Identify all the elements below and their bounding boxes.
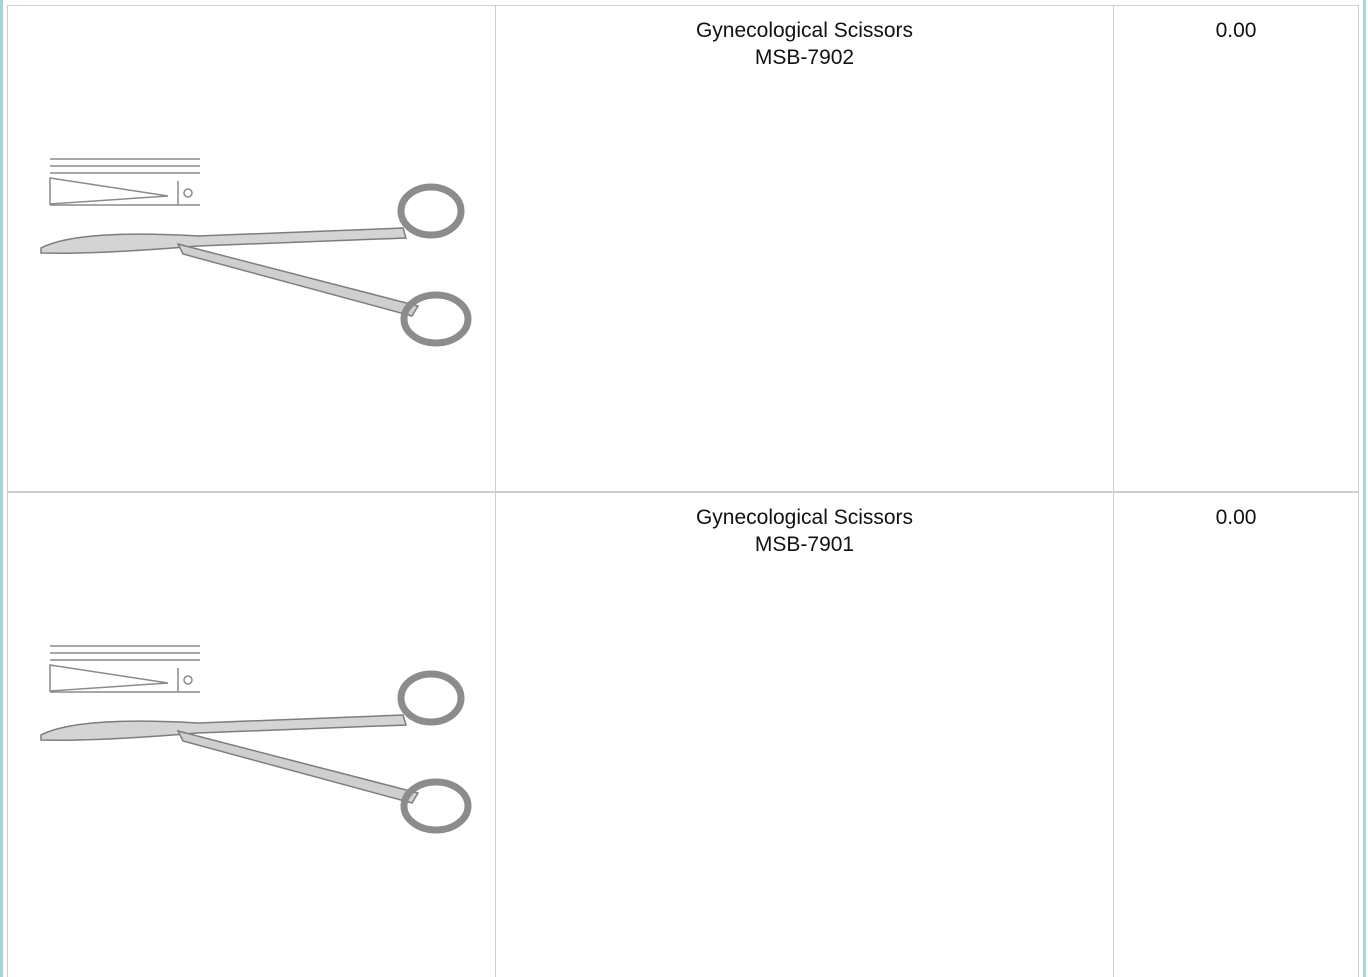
left-edge <box>0 0 3 977</box>
product-name: Gynecological Scissors <box>695 19 914 42</box>
product-price: 0.00 <box>1215 19 1257 42</box>
product-image <box>40 645 472 834</box>
description-cell: Gynecological Scissors MSB-7901 <box>495 492 1114 977</box>
image-cell <box>7 492 496 977</box>
product-price: 0.00 <box>1215 506 1257 529</box>
product-name: Gynecological Scissors <box>695 506 914 529</box>
product-row: Gynecological Scissors MSB-7902 0.00 <box>7 5 1359 492</box>
product-code: MSB-7902 <box>754 46 855 69</box>
product-code: MSB-7901 <box>754 533 855 556</box>
price-cell: 0.00 <box>1113 492 1359 977</box>
price-cell: 0.00 <box>1113 5 1359 492</box>
right-edge <box>1363 0 1366 977</box>
description-cell: Gynecological Scissors MSB-7902 <box>495 5 1114 492</box>
product-image <box>40 158 472 347</box>
product-row: Gynecological Scissors MSB-7901 0.00 <box>7 492 1359 977</box>
image-cell <box>7 5 496 492</box>
